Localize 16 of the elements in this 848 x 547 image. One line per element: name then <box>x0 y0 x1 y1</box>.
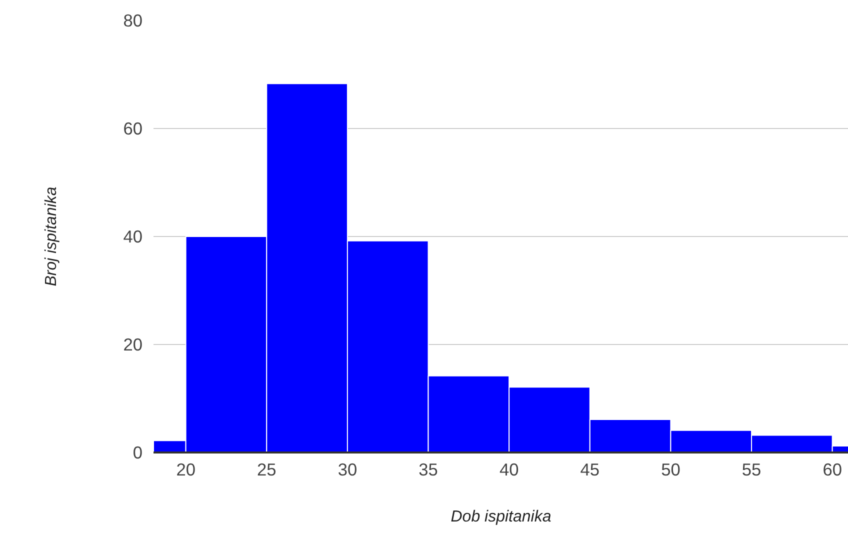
y-tick-label: 0 <box>132 442 143 462</box>
x-tick-label: 55 <box>742 460 762 480</box>
x-axis-title: Dob ispitanika <box>450 508 552 526</box>
y-tick-label: 20 <box>123 334 143 354</box>
x-tick-label: 30 <box>338 460 358 480</box>
x-tick-label: 60 <box>822 460 842 480</box>
y-axis-title: Broj ispitanika <box>43 186 60 286</box>
x-tick-label: 40 <box>499 460 519 480</box>
x-tick-label: 20 <box>176 460 196 480</box>
y-tick-label: 40 <box>123 226 143 246</box>
x-tick-label: 35 <box>418 460 438 480</box>
x-tick-label: 25 <box>257 460 276 480</box>
y-tick-label: 60 <box>123 118 143 138</box>
y-tick-label: 80 <box>123 10 143 30</box>
x-tick-label: 45 <box>580 460 600 480</box>
x-tick-label: 50 <box>661 460 680 480</box>
